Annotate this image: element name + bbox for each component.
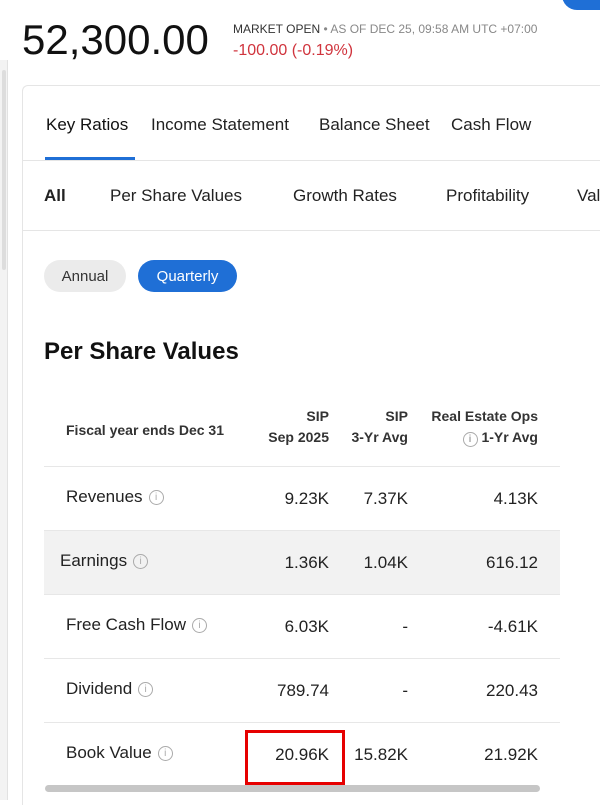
divider: [23, 230, 600, 231]
action-button[interactable]: [562, 0, 600, 10]
cell: -: [402, 617, 408, 636]
info-icon[interactable]: i: [148, 489, 164, 505]
column-header-sip-sep-2025: SIP Sep 2025: [268, 406, 329, 448]
row-label: Book Value i: [66, 743, 173, 763]
row-label-text: Free Cash Flow: [66, 615, 186, 634]
cell: 9.23K: [284, 489, 329, 508]
tab-cash-flow[interactable]: Cash Flow: [451, 115, 532, 134]
row-label-text: Book Value: [66, 743, 152, 762]
stock-price: 52,300.00: [22, 16, 209, 63]
financials-card: [22, 85, 600, 805]
cell: -: [402, 681, 408, 700]
subtab-profitability[interactable]: Profitability: [446, 186, 530, 205]
quarterly-toggle[interactable]: Quarterly: [138, 260, 237, 292]
header-line: SIP: [306, 408, 329, 424]
subtab-per-share-values[interactable]: Per Share Values: [110, 186, 242, 205]
cell: 7.37K: [363, 489, 408, 508]
info-icon[interactable]: i: [462, 432, 478, 447]
info-icon[interactable]: i: [191, 617, 207, 633]
info-icon[interactable]: i: [133, 553, 149, 569]
header-line: Sep 2025: [268, 429, 329, 445]
header-line: 3-Yr Avg: [351, 429, 408, 445]
column-header-industry-1yr: Real Estate Ops i 1-Yr Avg: [431, 406, 538, 448]
table-row-revenues: Revenues i 9.23K 7.37K 4.13K: [44, 466, 560, 530]
cell: 616.12: [486, 553, 538, 572]
cell: 21.92K: [484, 745, 538, 764]
market-status: MARKET OPEN • AS OF DEC 25, 09:58 AM UTC…: [233, 22, 537, 36]
row-label: Earnings i: [60, 551, 149, 571]
row-label-text: Revenues: [66, 487, 143, 506]
cell: -4.61K: [487, 617, 538, 636]
row-label: Dividend i: [66, 679, 154, 699]
subtab-valuation[interactable]: Val: [577, 186, 600, 205]
table-row-earnings: Earnings i 1.36K 1.04K 616.12: [44, 530, 560, 594]
horizontal-scrollbar[interactable]: [45, 785, 540, 792]
divider: [23, 160, 600, 161]
tab-balance-sheet[interactable]: Balance Sheet: [319, 115, 430, 134]
highlight-box: [245, 730, 345, 785]
cell: 4.13K: [493, 489, 538, 508]
cell: 6.03K: [284, 617, 329, 636]
subtab-growth-rates[interactable]: Growth Rates: [293, 186, 397, 205]
tab-key-ratios[interactable]: Key Ratios: [46, 115, 129, 134]
row-label-text: Earnings: [60, 551, 128, 570]
subtab-all[interactable]: All: [44, 186, 66, 205]
row-label-text: Dividend: [66, 679, 133, 698]
active-tab-indicator: [45, 157, 135, 160]
cell: 15.82K: [354, 745, 408, 764]
left-panel-edge: [0, 60, 8, 800]
info-icon[interactable]: i: [157, 745, 173, 761]
cell: 1.04K: [363, 553, 408, 572]
tab-income-statement[interactable]: Income Statement: [151, 115, 289, 134]
table-row-dividend: Dividend i 789.74 - 220.43: [44, 658, 560, 722]
annual-toggle[interactable]: Annual: [44, 260, 126, 292]
header-line: SIP: [385, 408, 408, 424]
column-header-sip-3yr: SIP 3-Yr Avg: [351, 406, 408, 448]
as-of-time: • AS OF DEC 25, 09:58 AM UTC +07:00: [320, 22, 538, 36]
header-line: Real Estate Ops: [431, 408, 538, 424]
cell: 1.36K: [284, 553, 329, 572]
fiscal-year-header: Fiscal year ends Dec 31: [66, 422, 224, 438]
cell: 220.43: [486, 681, 538, 700]
market-open-label: MARKET OPEN: [233, 22, 321, 36]
row-label: Revenues i: [66, 487, 164, 507]
info-icon[interactable]: i: [138, 681, 154, 697]
header-line: 1-Yr Avg: [481, 429, 538, 445]
left-scrollbar[interactable]: [2, 70, 6, 270]
table-row-free-cash-flow: Free Cash Flow i 6.03K - -4.61K: [44, 594, 560, 658]
cell: 789.74: [277, 681, 329, 700]
table-row-book-value: Book Value i 20.96K 15.82K 21.92K: [44, 722, 560, 786]
price-change: -100.00 (-0.19%): [233, 42, 354, 59]
section-title: Per Share Values: [44, 338, 239, 365]
cell: 20.96K: [275, 745, 329, 764]
row-label: Free Cash Flow i: [66, 615, 207, 635]
